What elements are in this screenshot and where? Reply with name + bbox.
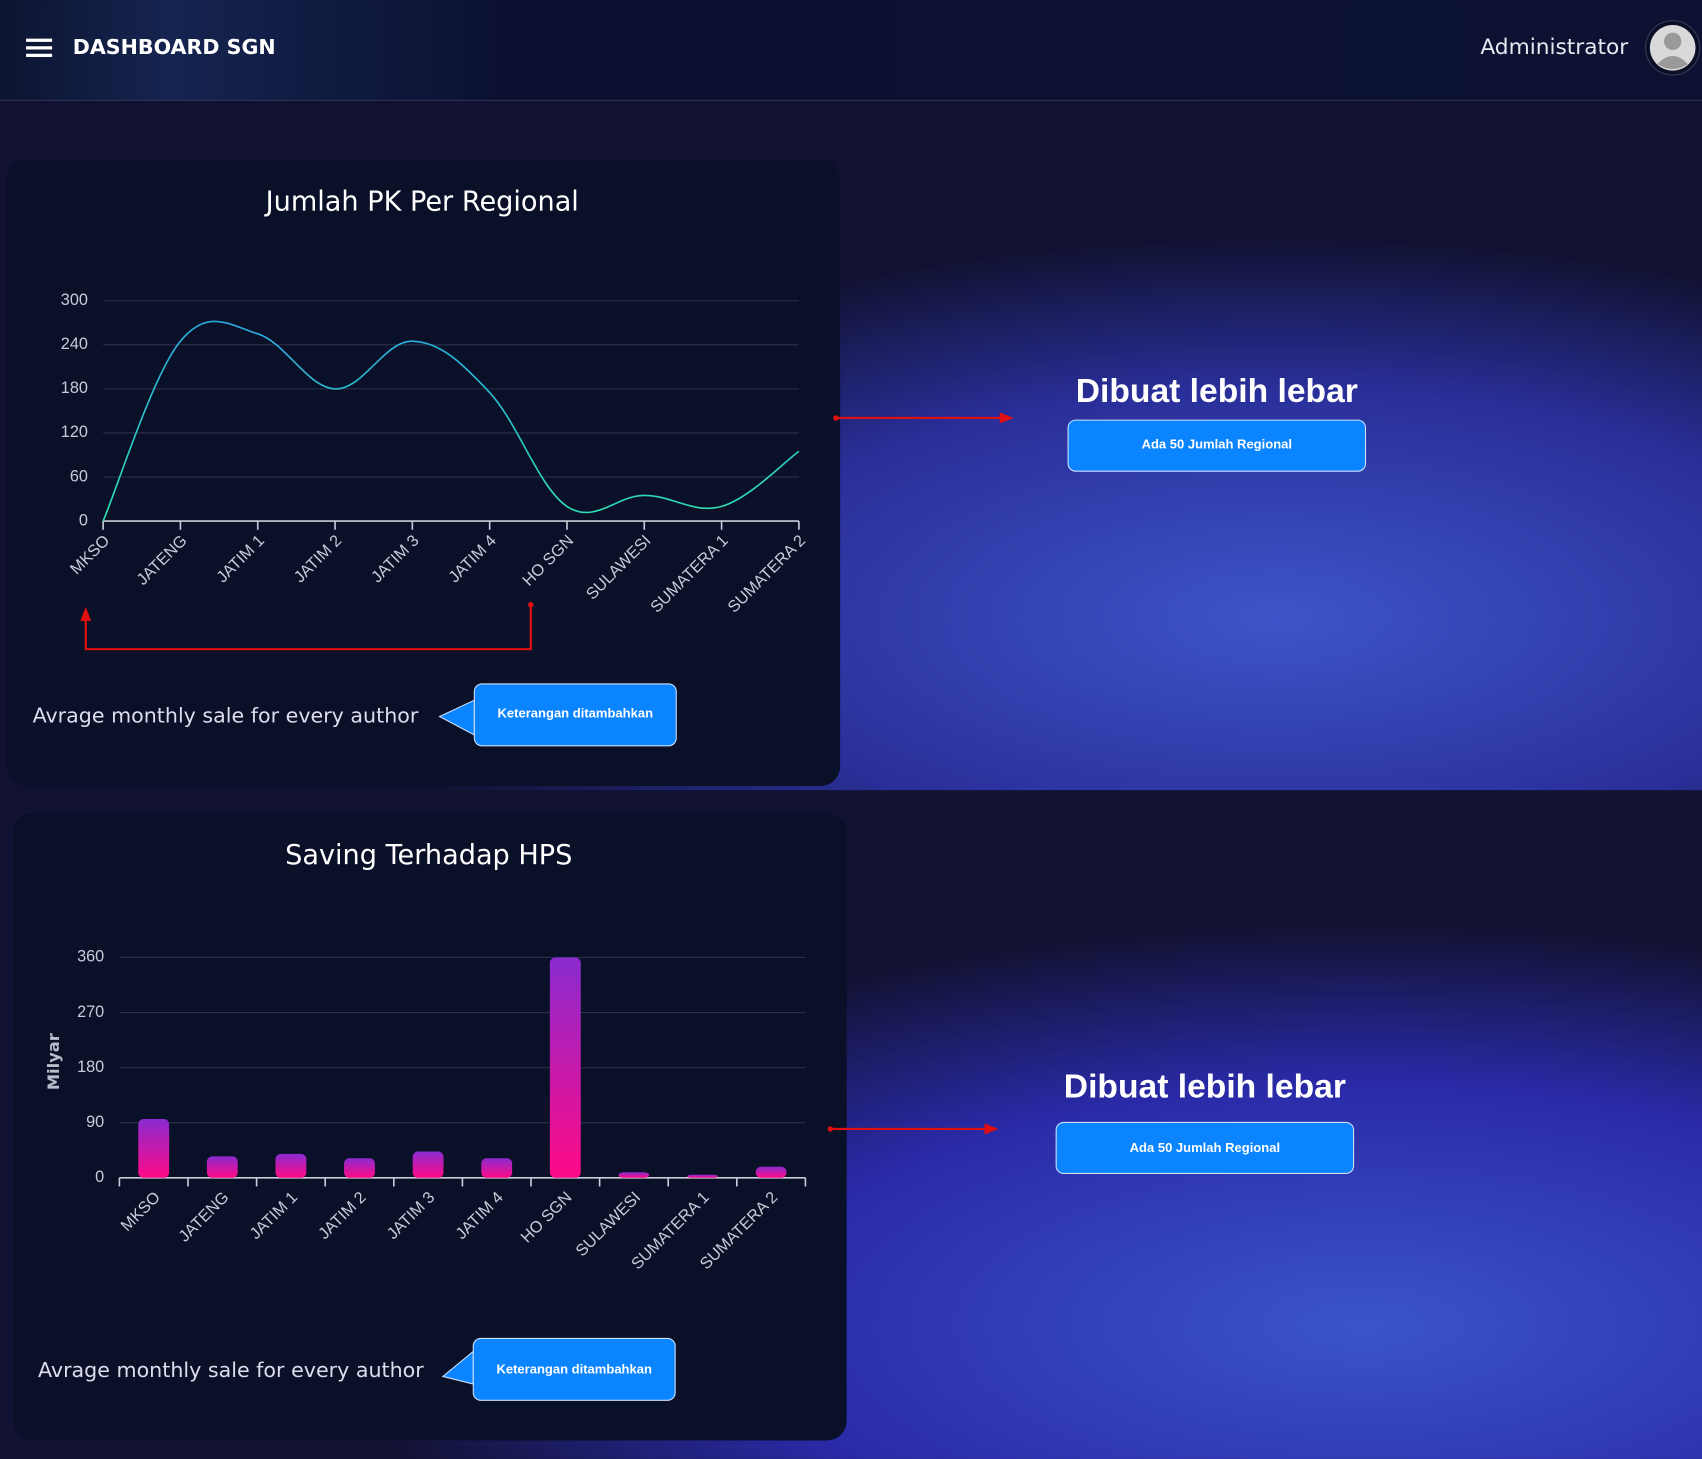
y-tick-label: 0 (95, 1168, 104, 1186)
y-tick-label: 180 (77, 1058, 104, 1076)
note-title: Dibuat lebih lebar (1064, 1069, 1346, 1106)
chart-caption: Avrage monthly sale for every author (33, 703, 419, 727)
note-title: Dibuat lebih lebar (1076, 373, 1358, 410)
callout: Keterangan ditambahkan (441, 1337, 676, 1401)
avatar[interactable] (1645, 20, 1701, 76)
callout-text: Keterangan ditambahkan (496, 1361, 652, 1376)
y-tick-label: 300 (61, 291, 88, 309)
bar (138, 1119, 170, 1178)
bar (275, 1153, 307, 1178)
y-tick-label: 120 (61, 423, 88, 441)
menu-button[interactable] (26, 38, 53, 58)
y-tick-label: 180 (61, 379, 88, 397)
bar (481, 1158, 513, 1178)
annotation-arrowhead (80, 412, 1014, 1135)
button-label: Ada 50 Jumlah Regional (1130, 1140, 1280, 1155)
chart-panel (13, 813, 847, 1441)
y-tick-label: 240 (61, 335, 88, 353)
chart-title: Saving Terhadap HPS (285, 840, 572, 871)
y-axis-label: Milyar (44, 1033, 63, 1090)
header-bar (0, 0, 1702, 100)
button[interactable]: Ada 50 Jumlah Regional (1055, 1121, 1355, 1174)
y-tick-label: 60 (70, 467, 88, 485)
button-label: Ada 50 Jumlah Regional (1142, 437, 1292, 452)
chart-title: Jumlah PK Per Regional (264, 187, 579, 218)
bar (549, 957, 581, 1178)
y-tick-label: 270 (77, 1003, 104, 1021)
callout-text: Keterangan ditambahkan (498, 706, 654, 721)
chart-caption: Avrage monthly sale for every author (38, 1358, 424, 1382)
button[interactable]: Ada 50 Jumlah Regional (1067, 419, 1367, 472)
bar (618, 1172, 650, 1178)
bar (412, 1151, 444, 1178)
annotation-arrow (84, 416, 1003, 1131)
y-tick-label: 360 (77, 948, 104, 966)
bar (755, 1166, 787, 1178)
bar (687, 1174, 718, 1178)
y-tick-label: 90 (86, 1113, 104, 1131)
callout: Keterangan ditambahkan (438, 683, 677, 747)
y-tick-label: 0 (79, 511, 88, 529)
line-series (102, 320, 800, 522)
user-name: Administrator (1480, 35, 1628, 60)
bar (344, 1158, 375, 1178)
app-title: DASHBOARD SGN (73, 35, 276, 59)
bar (206, 1156, 238, 1178)
chart-panel (6, 159, 841, 786)
